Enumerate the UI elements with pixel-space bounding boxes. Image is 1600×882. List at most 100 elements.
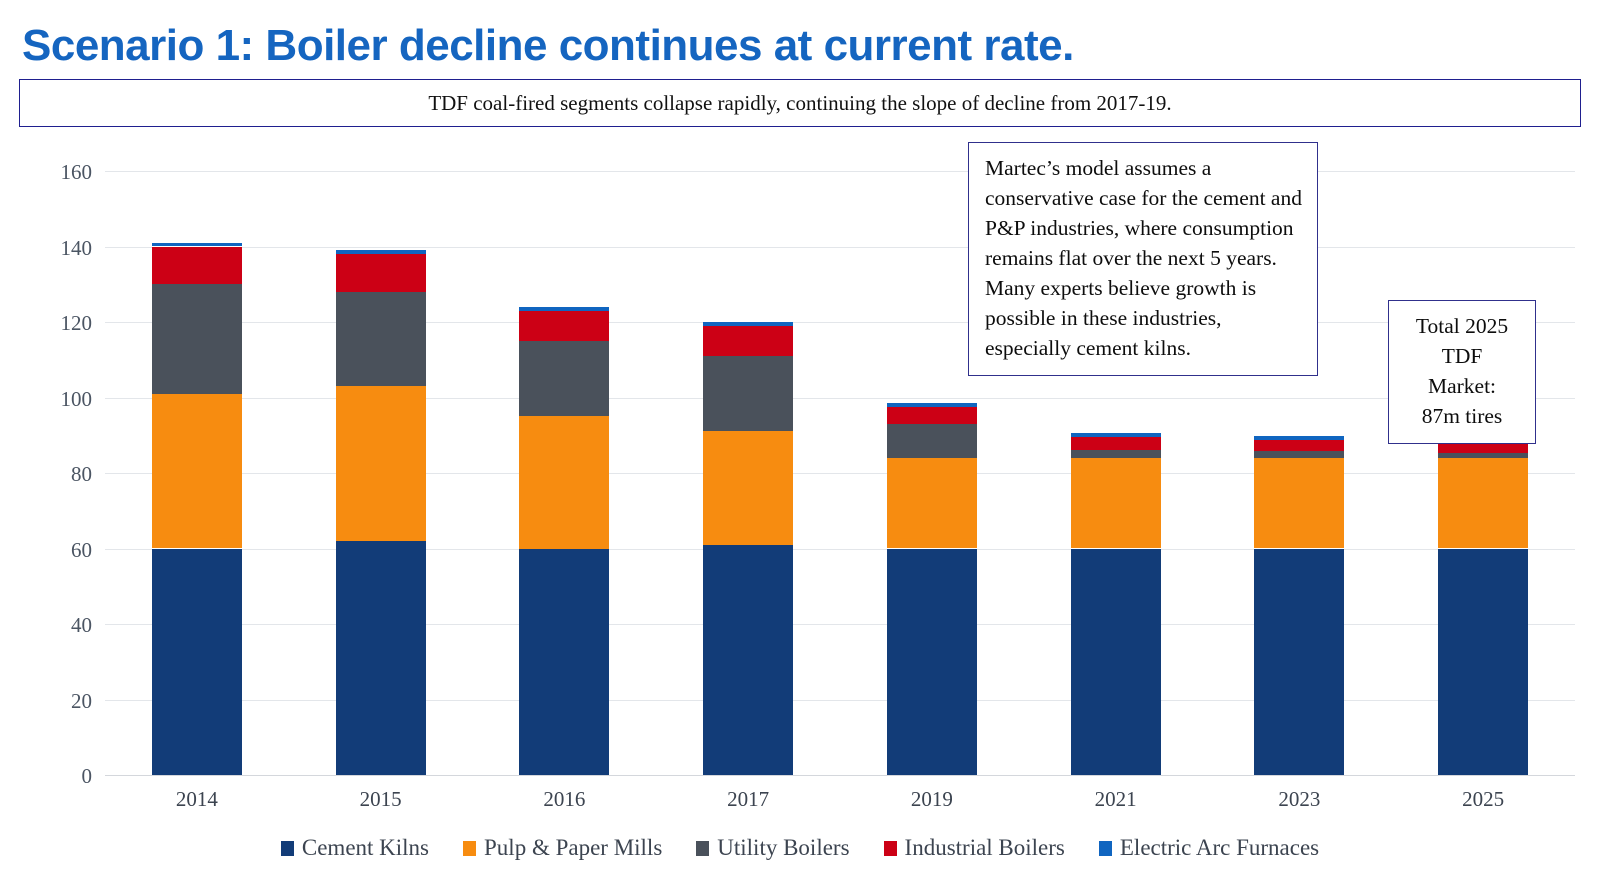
bar-column-2017[interactable] [703,171,794,775]
y-axis-tick-0: 0 [81,764,93,788]
bar-segment-2015-electric-arc-furnaces[interactable] [335,250,426,255]
x-axis-label-2025: 2025 [1462,787,1505,811]
bar-column-2023[interactable] [1254,171,1345,775]
bar-segment-2016-pulp-paper-mills[interactable] [519,416,610,549]
gridline-80 [105,473,1575,474]
bar-segment-2023-pulp-paper-mills[interactable] [1254,457,1345,549]
bar-segment-2021-utility-boilers[interactable] [1070,450,1161,458]
bar-segment-2014-pulp-paper-mills[interactable] [151,393,242,549]
bar-segment-2016-electric-arc-furnaces[interactable] [519,306,610,311]
bar-segment-2023-cement-kilns[interactable] [1254,548,1345,775]
gridline-120 [105,322,1575,323]
legend-item-utility-boilers[interactable]: Utility Boilers [696,835,850,861]
legend-label: Electric Arc Furnaces [1119,835,1320,860]
bar-segment-2017-cement-kilns[interactable] [703,544,794,775]
annotation-callout: Martec’s model assumes a conservative ca… [968,142,1318,376]
bar-segment-2021-pulp-paper-mills[interactable] [1070,457,1161,549]
bar-segment-2023-electric-arc-furnaces[interactable] [1254,436,1345,440]
gridline-60 [105,548,1575,550]
legend-swatch-icon [696,840,710,856]
x-axis-label-2023: 2023 [1278,787,1321,811]
y-axis-tick-140: 140 [60,235,93,260]
bar-segment-2019-industrial-boilers[interactable] [886,406,977,424]
bar-segment-2023-industrial-boilers[interactable] [1254,439,1345,452]
bar-segment-2025-cement-kilns[interactable] [1438,548,1529,775]
subtitle-box: TDF coal-fired segments collapse rapidly… [19,79,1581,127]
legend-label: Industrial Boilers [904,835,1065,860]
bar-column-2021[interactable] [1070,171,1161,775]
bar-column-2019[interactable] [886,171,977,775]
y-axis-tick-120: 120 [60,311,93,335]
x-axis-label-2019: 2019 [910,787,953,811]
page-title: Scenario 1: Boiler decline continues at … [22,21,1074,70]
legend-item-industrial-boilers[interactable]: Industrial Boilers [883,835,1065,861]
bar-segment-2019-utility-boilers[interactable] [886,423,977,458]
bar-column-2016[interactable] [519,171,610,775]
y-axis-tick-20: 20 [71,688,92,713]
legend-label: Pulp & Paper Mills [484,835,663,860]
bar-segment-2017-utility-boilers[interactable] [703,355,794,432]
bar-segment-2015-cement-kilns[interactable] [335,540,426,775]
y-axis-tick-60: 60 [71,537,92,562]
bar-column-2015[interactable] [335,171,426,775]
total-line-3: Market: [1427,374,1497,398]
x-axis-label-2014: 2014 [175,787,218,811]
bar-segment-2014-electric-arc-furnaces[interactable] [151,242,242,247]
chart-plot-area: 0 20 40 60 80 100 120 140 160 2014 2015 2016 2017 201… [0,135,1600,835]
bar-segment-2021-electric-arc-furnaces[interactable] [1070,433,1161,438]
bar-segment-2019-pulp-paper-mills[interactable] [886,457,977,549]
annotation-text: Martec’s model assumes a conservative ca… [985,156,1302,360]
bar-segment-2016-utility-boilers[interactable] [519,340,610,417]
y-axis-tick-80: 80 [71,462,92,486]
total-line-1: Total 2025 [1415,314,1509,338]
y-axis-tick-100: 100 [60,386,93,411]
bar-segment-2021-industrial-boilers[interactable] [1070,437,1161,451]
subtitle-text: TDF coal-fired segments collapse rapidly… [428,90,1172,115]
bar-segment-2015-industrial-boilers[interactable] [335,254,426,292]
gridline-40 [105,624,1575,625]
bar-segment-2025-pulp-paper-mills[interactable] [1438,457,1529,549]
bar-segment-2014-utility-boilers[interactable] [151,284,242,394]
legend-item-cement-kilns[interactable]: Cement Kilns [280,835,430,861]
x-axis-label-2017: 2017 [727,787,770,811]
legend-label: Utility Boilers [717,835,850,860]
bar-segment-2016-cement-kilns[interactable] [519,548,610,775]
bar-segment-2017-industrial-boilers[interactable] [703,325,794,356]
gridline-0 [105,775,1575,776]
gridline-20 [105,699,1575,701]
bar-segment-2021-cement-kilns[interactable] [1070,548,1161,775]
bar-column-2014[interactable] [151,171,242,775]
legend-swatch-icon [280,840,294,856]
bar-segment-2017-pulp-paper-mills[interactable] [703,431,794,545]
bar-segment-2017-electric-arc-furnaces[interactable] [703,322,794,326]
bar-segment-2025-utility-boilers[interactable] [1438,453,1529,458]
y-axis-tick-160: 160 [60,160,93,184]
legend-label: Cement Kilns [301,835,430,860]
x-axis-label-2015: 2015 [359,787,402,811]
bar-segment-2015-utility-boilers[interactable] [335,291,426,387]
chart-legend: Cement Kilns Pulp & Paper Mills Utility Bo… [0,828,1600,868]
legend-item-pulp-paper-mills[interactable]: Pulp & Paper Mills [463,835,662,861]
bar-segment-2025-industrial-boilers[interactable] [1438,443,1529,454]
total-line-2: TDF [1441,344,1483,368]
gridline-140 [105,246,1575,248]
gridline-160 [105,171,1575,172]
bar-segment-2015-pulp-paper-mills[interactable] [335,386,426,541]
total-market-box: Total 2025 TDF Market: 87m tires [1388,300,1536,444]
bar-segment-2014-cement-kilns[interactable] [151,548,242,775]
bar-segment-2014-industrial-boilers[interactable] [151,246,242,285]
bar-column-2025[interactable] [1438,171,1529,775]
legend-swatch-icon [463,840,477,856]
x-axis-label-2021: 2021 [1094,787,1137,811]
bar-segment-2023-utility-boilers[interactable] [1254,451,1345,458]
x-axis-label-2016: 2016 [543,787,586,811]
bar-segment-2019-electric-arc-furnaces[interactable] [886,403,977,407]
legend-swatch-icon [883,840,897,856]
bar-segment-2016-industrial-boilers[interactable] [519,310,610,341]
gridline-100 [105,397,1575,399]
total-line-4: 87m tires [1421,404,1503,428]
legend-item-electric-arc-furnaces[interactable]: Electric Arc Furnaces [1098,835,1320,861]
chart-grid [105,171,1575,776]
bar-segment-2019-cement-kilns[interactable] [886,548,977,775]
